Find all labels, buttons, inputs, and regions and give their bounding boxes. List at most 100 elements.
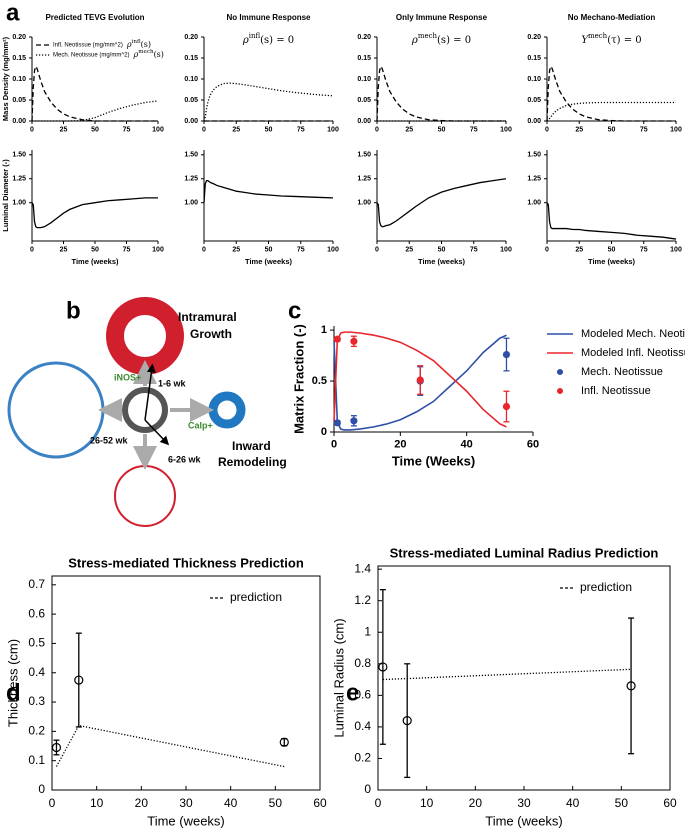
x-tick-label: 25 (232, 246, 240, 253)
data-point (350, 337, 358, 345)
label: Growth (190, 327, 232, 341)
legend-label: Modeled Infl. Neotissue (581, 347, 685, 359)
y-axis-label: Luminal Radius (cm) (331, 618, 346, 737)
y-tick-label: 0.05 (184, 97, 198, 104)
label: 6-26 wk (168, 454, 202, 464)
y-tick-label: 0.4 (28, 665, 45, 679)
label: 1-6 wk (158, 378, 187, 388)
math-sup: mech (588, 32, 608, 40)
x-tick-label: 100 (327, 246, 339, 253)
y-tick-label: 0.2 (28, 724, 45, 738)
chart: 0 25 50 75 100 0.00 0.05 0.10 0.15 0.20 No Immune … (184, 13, 339, 133)
series-line (333, 334, 507, 431)
x-tick-label: 10 (90, 796, 104, 810)
x-tick-label: 50 (265, 246, 273, 253)
x-tick-label: 100 (152, 126, 164, 133)
x-axis-label: Time (weeks) (418, 257, 465, 266)
x-tick-label: 100 (500, 126, 512, 133)
chart: 0 10 20 30 40 50 60 0 0.1 0.2 0.3 0.4 0.5 0.6 0.7 Stres… (5, 555, 327, 828)
x-axis-label: Time (Weeks) (392, 453, 475, 468)
y-tick-label: 1.50 (12, 152, 26, 159)
math-base: ρ (411, 35, 418, 46)
x-tick-label: 50 (91, 246, 99, 253)
math-sup: infl (132, 39, 141, 45)
x-axis-label: Time (weeks) (245, 257, 292, 266)
x-tick-label: 0 (375, 246, 379, 253)
math-base: Υ (581, 35, 589, 46)
y-tick-label: 0.00 (12, 118, 26, 125)
x-tick-label: 75 (123, 126, 131, 133)
data-point (333, 419, 341, 427)
math-sup: mech (138, 49, 154, 55)
chart: 0 20 40 60 0 0.5 1 Time (Weeks) Matrix Fraction … (291, 324, 685, 468)
x-tick-label: 25 (575, 126, 583, 133)
chart-title: Stress-mediated Luminal Radius Predictio… (390, 545, 659, 560)
legend-label: prediction (580, 580, 632, 594)
gray-ring (122, 387, 168, 433)
label: Remodeling (218, 455, 287, 469)
legend-label: Infl. Neotissue (mg/mm^2) (53, 43, 123, 49)
legend-marker (557, 388, 563, 394)
label: Calp+ (188, 420, 213, 430)
x-tick-label: 60 (663, 796, 677, 810)
series-line (203, 180, 334, 203)
y-tick-label: 0.4 (354, 719, 371, 733)
y-tick-label: 0.10 (527, 76, 541, 83)
legend-symbol: ρinfl(s) (126, 39, 151, 50)
y-tick-label: 0.05 (527, 97, 541, 104)
chart: 0 25 50 75 100 0.00 0.05 0.10 0.15 0.20 Only Immun… (357, 13, 512, 133)
y-tick-label: 0.20 (12, 34, 26, 41)
x-tick-label: 50 (608, 126, 616, 133)
legend-label: Mech. Neotissue (581, 366, 663, 378)
x-tick-label: 0 (30, 246, 34, 253)
error-bar (75, 632, 82, 728)
x-tick-label: 50 (269, 796, 283, 810)
y-tick-label: 1 (321, 324, 327, 336)
y-tick-label: 0.15 (527, 55, 541, 62)
arrow (144, 363, 156, 421)
chart-title: Stress-mediated Thickness Prediction (68, 555, 304, 570)
chart-subtitle: ρmech(s) = 0 (411, 32, 471, 46)
y-tick-label: 0.5 (312, 375, 327, 387)
y-tick-label: 1.25 (12, 176, 26, 183)
y-axis-label: Thickness (cm) (5, 639, 20, 727)
x-tick-label: 25 (405, 126, 413, 133)
series-line (376, 178, 507, 228)
y-tick-label: 1.50 (184, 152, 198, 159)
y-tick-label: 0.05 (12, 97, 26, 104)
x-tick-label: 30 (179, 796, 193, 810)
panel-label: b (66, 297, 81, 324)
chart-title: No Mechano-Mediation (568, 13, 656, 22)
label: Intramural (178, 310, 237, 324)
error-bar (281, 738, 288, 747)
y-tick-label: 0.00 (357, 118, 371, 125)
y-tick-label: 0.10 (12, 76, 26, 83)
data-point (502, 402, 511, 411)
red-ring (106, 297, 184, 375)
x-tick-label: 50 (608, 246, 616, 253)
data-point (51, 742, 62, 753)
y-tick-label: 0.5 (28, 636, 45, 650)
series-line (382, 668, 632, 681)
chart-subtitle: Υmech(τ) = 0 (581, 32, 641, 46)
x-tick-label: 50 (438, 246, 446, 253)
math-rest: (s) = 0 (437, 35, 471, 46)
y-tick-label: 0.10 (184, 76, 198, 83)
math-base: ρ (242, 35, 249, 46)
math-sup: mech (418, 32, 438, 40)
x-tick-label: 0 (49, 796, 56, 810)
blue-circle (7, 361, 105, 459)
y-tick-label: 0.20 (184, 34, 198, 41)
x-tick-label: 40 (461, 439, 473, 451)
x-tick-label: 25 (232, 126, 240, 133)
y-tick-label: 0.7 (28, 577, 45, 591)
panel-label: c (288, 297, 301, 324)
label: Inward (232, 439, 271, 453)
y-tick-label: 0.20 (357, 34, 371, 41)
y-tick-label: 0.6 (28, 606, 45, 620)
math-sup: infl (249, 32, 261, 40)
math-base: ρ (126, 40, 132, 49)
chart: 0 10 20 30 40 50 60 0 0.2 0.4 0.6 0.8 1 1.2 1.4 Stress-… (331, 545, 677, 828)
data-point (626, 681, 636, 691)
